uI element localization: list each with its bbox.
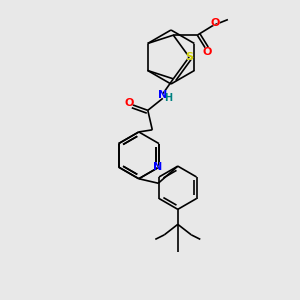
Text: S: S — [185, 52, 193, 62]
Text: N: N — [153, 162, 162, 172]
Text: N: N — [158, 90, 167, 100]
Text: O: O — [202, 47, 212, 57]
Text: O: O — [211, 18, 220, 28]
Text: O: O — [124, 98, 134, 108]
Text: O: O — [202, 47, 212, 57]
Text: N: N — [158, 90, 167, 100]
Text: N: N — [153, 162, 162, 172]
Text: O: O — [211, 18, 220, 28]
Text: H: H — [164, 93, 172, 103]
Text: S: S — [185, 52, 193, 62]
Text: H: H — [164, 93, 172, 103]
Text: O: O — [124, 98, 134, 108]
